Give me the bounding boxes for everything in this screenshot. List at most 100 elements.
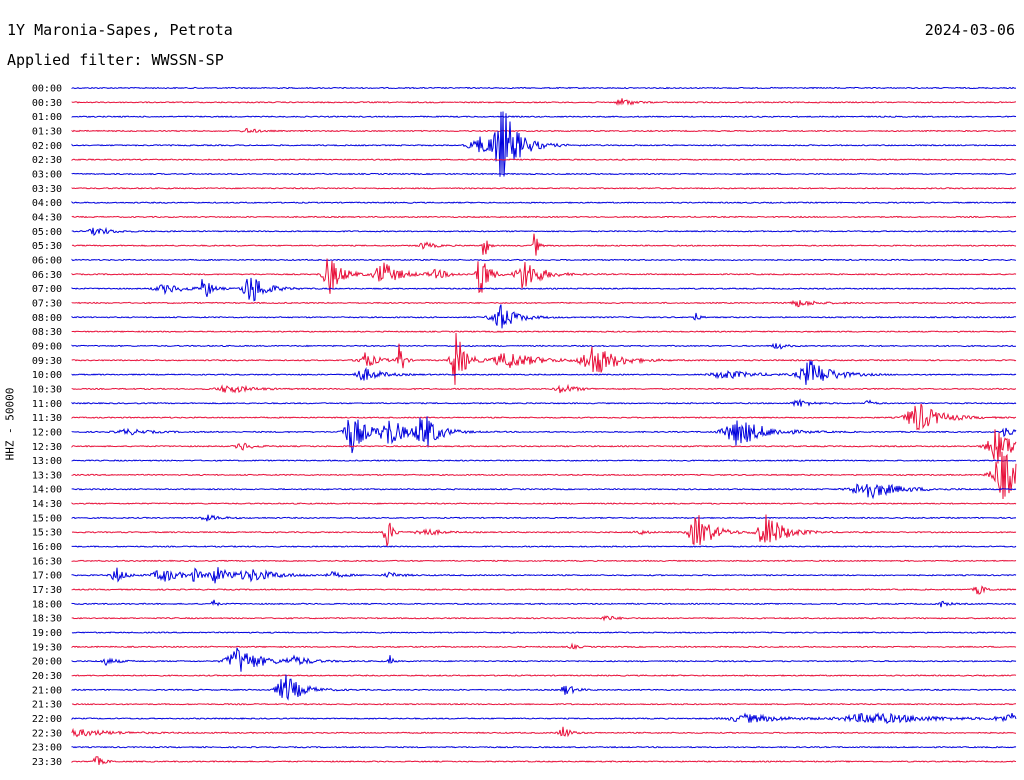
seismic-trace bbox=[71, 674, 1017, 701]
time-tick-label: 22:30 bbox=[32, 728, 62, 739]
seismic-trace bbox=[71, 416, 1017, 454]
seismic-trace bbox=[71, 545, 1017, 548]
seismic-trace bbox=[71, 383, 1017, 394]
time-tick-label: 11:00 bbox=[32, 399, 62, 410]
seismic-trace bbox=[71, 332, 1017, 385]
seismic-trace bbox=[71, 712, 1017, 725]
time-tick-label: 15:00 bbox=[32, 513, 62, 524]
time-tick-label: 00:30 bbox=[32, 98, 62, 109]
seismic-trace bbox=[71, 403, 1017, 431]
time-tick-label: 21:00 bbox=[32, 685, 62, 696]
seismic-trace bbox=[71, 567, 1017, 584]
time-tick-label: 08:30 bbox=[32, 327, 62, 338]
seismic-trace bbox=[71, 111, 1017, 177]
seismic-trace bbox=[71, 514, 1017, 547]
time-tick-label: 03:00 bbox=[32, 169, 62, 180]
time-tick-label: 14:00 bbox=[32, 485, 62, 496]
seismic-trace bbox=[71, 127, 1017, 134]
time-tick-label: 17:00 bbox=[32, 571, 62, 582]
seismic-trace bbox=[71, 451, 1017, 500]
seismic-trace bbox=[71, 559, 1017, 563]
time-tick-label: 22:00 bbox=[32, 714, 62, 725]
filter-label: Applied filter: WWSSN-SP bbox=[7, 51, 224, 69]
time-tick-label: 17:30 bbox=[32, 585, 62, 596]
seismic-trace bbox=[71, 299, 1017, 308]
time-tick-label: 13:30 bbox=[32, 470, 62, 481]
time-tick-label: 03:30 bbox=[32, 184, 62, 195]
time-tick-label: 01:00 bbox=[32, 112, 62, 123]
seismic-trace bbox=[71, 172, 1017, 176]
seismic-trace bbox=[71, 674, 1017, 677]
time-tick-label: 18:30 bbox=[32, 614, 62, 625]
seismic-trace bbox=[71, 631, 1017, 634]
seismic-trace bbox=[71, 158, 1017, 161]
time-tick-label: 18:00 bbox=[32, 599, 62, 610]
seismic-trace bbox=[71, 599, 1017, 608]
time-tick-label: 10:30 bbox=[32, 384, 62, 395]
seismic-trace bbox=[71, 585, 1017, 595]
seismic-trace bbox=[71, 502, 1017, 505]
time-tick-label: 21:30 bbox=[32, 700, 62, 711]
time-tick-label: 16:00 bbox=[32, 542, 62, 553]
time-tick-label: 19:00 bbox=[32, 628, 62, 639]
time-tick-label: 01:30 bbox=[32, 126, 62, 137]
seismic-trace bbox=[71, 642, 1017, 650]
time-tick-label: 09:30 bbox=[32, 356, 62, 367]
seismic-trace bbox=[71, 115, 1017, 118]
seismic-trace bbox=[71, 233, 1017, 256]
time-tick-label: 14:30 bbox=[32, 499, 62, 510]
time-tick-label: 16:30 bbox=[32, 556, 62, 567]
seismic-trace bbox=[71, 187, 1017, 190]
seismic-trace bbox=[71, 277, 1017, 302]
seismic-trace bbox=[71, 200, 1017, 204]
seismic-trace bbox=[71, 459, 1017, 462]
time-tick-label: 11:30 bbox=[32, 413, 62, 424]
seismic-trace bbox=[71, 304, 1017, 329]
time-tick-label: 23:00 bbox=[32, 743, 62, 754]
time-tick-label: 15:30 bbox=[32, 528, 62, 539]
seismic-trace bbox=[71, 483, 1017, 500]
time-tick-label: 07:00 bbox=[32, 284, 62, 295]
time-tick-label: 20:00 bbox=[32, 657, 62, 668]
time-tick-label: 07:30 bbox=[32, 298, 62, 309]
time-tick-label: 02:30 bbox=[32, 155, 62, 166]
seismic-trace bbox=[71, 258, 1017, 294]
time-tick-label: 09:00 bbox=[32, 341, 62, 352]
record-date: 2024-03-06 bbox=[924, 21, 1015, 39]
time-tick-label: 06:30 bbox=[32, 270, 62, 281]
seismic-trace bbox=[71, 360, 1017, 385]
time-tick-label: 23:30 bbox=[32, 757, 62, 768]
seismic-trace bbox=[71, 398, 1017, 408]
seismic-trace bbox=[71, 342, 1017, 350]
seismic-trace bbox=[71, 86, 1017, 90]
seismic-trace bbox=[71, 215, 1017, 219]
seismic-trace bbox=[71, 514, 1017, 522]
seismic-trace bbox=[71, 429, 1017, 464]
time-tick-label: 10:00 bbox=[32, 370, 62, 381]
seismic-trace bbox=[71, 258, 1017, 262]
seismic-trace bbox=[71, 726, 1016, 738]
seismic-trace bbox=[71, 615, 1017, 622]
time-tick-label: 06:00 bbox=[32, 255, 62, 266]
seismic-trace bbox=[71, 330, 1016, 333]
time-tick-label: 12:00 bbox=[32, 427, 62, 438]
seismic-trace bbox=[71, 98, 1016, 106]
time-tick-label: 12:30 bbox=[32, 442, 62, 453]
time-tick-label: 13:00 bbox=[32, 456, 62, 467]
seismic-trace bbox=[71, 226, 1017, 236]
time-tick-label: 05:30 bbox=[32, 241, 62, 252]
time-tick-label: 02:00 bbox=[32, 141, 62, 152]
station-title: 1Y Maronia-Sapes, Petrota bbox=[7, 21, 233, 39]
seismic-trace bbox=[71, 702, 1016, 706]
time-tick-label: 20:30 bbox=[32, 671, 62, 682]
seismic-trace bbox=[71, 745, 1017, 749]
time-tick-label: 08:00 bbox=[32, 313, 62, 324]
time-tick-label: 04:30 bbox=[32, 212, 62, 223]
seismic-trace bbox=[71, 647, 1017, 672]
time-tick-label: 00:00 bbox=[32, 84, 62, 95]
time-tick-label: 04:00 bbox=[32, 198, 62, 209]
time-tick-label: 05:00 bbox=[32, 227, 62, 238]
seismic-trace bbox=[71, 756, 1017, 765]
time-tick-label: 19:30 bbox=[32, 642, 62, 653]
